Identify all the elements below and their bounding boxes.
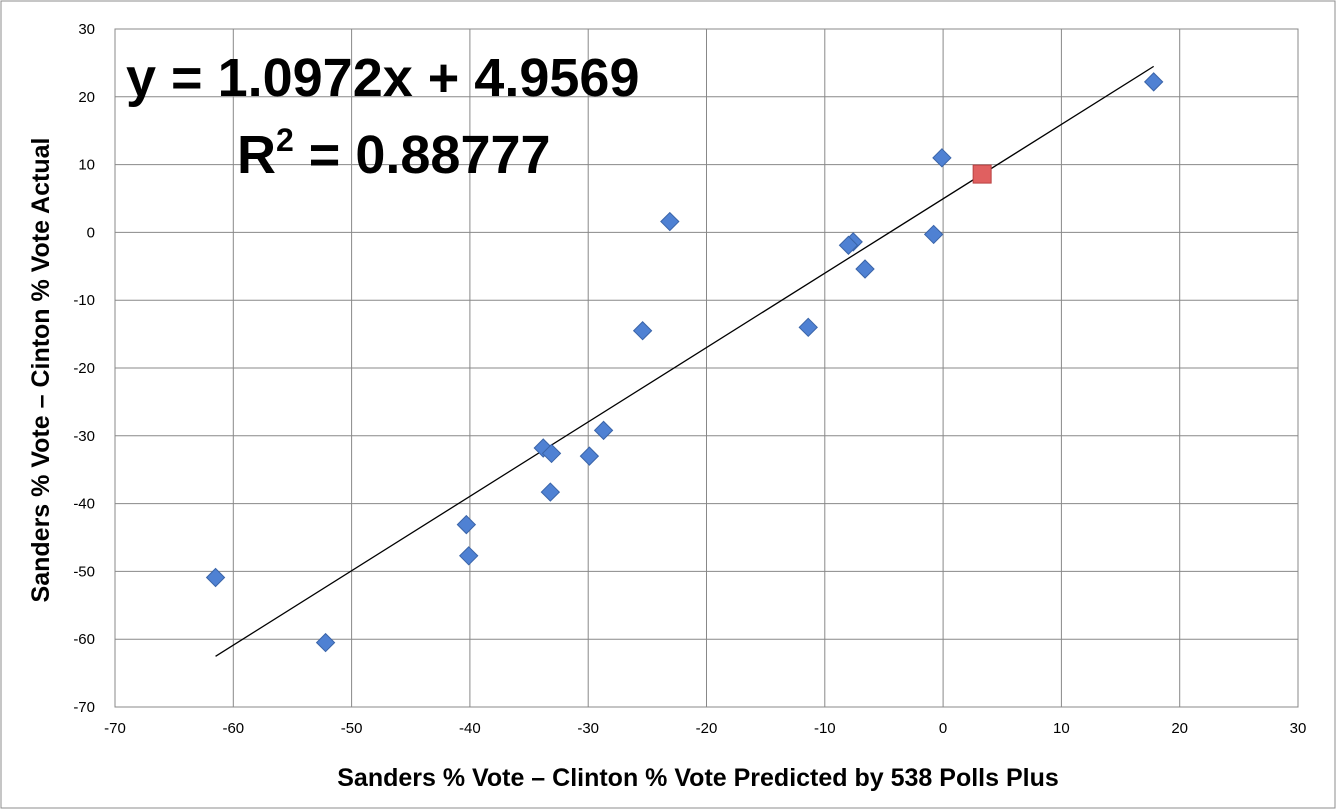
x-tick-label: -60 — [222, 720, 244, 737]
x-tick-label: 10 — [1053, 720, 1070, 737]
y-axis-title: Sanders % Vote – Cinton % Vote Actual — [27, 138, 55, 603]
y-tick-label: 0 — [87, 224, 95, 241]
data-point-diamond — [459, 546, 479, 566]
y-tick-label: -60 — [73, 631, 95, 648]
x-tick-label: -20 — [696, 720, 718, 737]
data-point-diamond — [205, 567, 226, 588]
y-tick-label: -40 — [73, 496, 95, 513]
r-squared-value: = 0.88777 — [294, 125, 551, 185]
data-point-diamond — [660, 211, 680, 232]
data-points — [205, 72, 1164, 653]
x-tick-label: 20 — [1171, 720, 1188, 737]
x-tick-label: 0 — [939, 720, 947, 737]
r-squared-annotation: R2 = 0.88777 — [237, 122, 551, 185]
data-point-diamond — [540, 482, 561, 502]
x-tick-label: -70 — [104, 720, 126, 737]
y-tick-label: 30 — [78, 21, 95, 38]
y-tick-label: -30 — [73, 428, 95, 445]
trendline-layer — [215, 65, 1155, 657]
data-point-diamond — [838, 235, 859, 255]
y-tick-label: -70 — [73, 699, 95, 716]
regression-equation: y = 1.0972x + 4.9569 — [126, 48, 639, 108]
r-squared-symbol: R — [237, 125, 276, 185]
tick-labels: -70 -60 -50 -40 -30 -20 -10 0 10 20 30-70-60-50-40… — [73, 21, 1306, 737]
data-point-diamond — [456, 514, 477, 535]
linear-trendline — [215, 65, 1155, 657]
data-point-diamond — [1143, 72, 1164, 92]
data-point-square — [972, 164, 992, 184]
data-point-diamond — [798, 317, 818, 338]
y-tick-label: 20 — [78, 89, 95, 106]
data-point-diamond — [932, 148, 952, 168]
data-point-diamond — [315, 632, 336, 653]
data-point-diamond — [855, 259, 875, 279]
y-tick-label: 10 — [78, 157, 95, 174]
data-point-diamond — [632, 321, 653, 341]
x-tick-label: -40 — [459, 720, 481, 737]
y-tick-label: -20 — [73, 360, 95, 377]
data-point-diamond — [579, 446, 600, 466]
x-tick-label: 30 — [1290, 720, 1307, 737]
y-tick-label: -10 — [73, 292, 95, 309]
x-axis-title: Sanders % Vote – Clinton % Vote Predicte… — [337, 764, 1059, 792]
x-tick-label: -30 — [577, 720, 599, 737]
data-point-diamond — [593, 420, 614, 441]
data-point-diamond — [923, 224, 944, 245]
plot-area-border — [114, 28, 1299, 708]
r-squared-exponent: 2 — [276, 122, 294, 158]
data-point-diamond — [541, 443, 562, 464]
y-tick-label: -50 — [73, 563, 95, 580]
x-tick-label: -50 — [341, 720, 363, 737]
x-tick-label: -10 — [814, 720, 836, 737]
